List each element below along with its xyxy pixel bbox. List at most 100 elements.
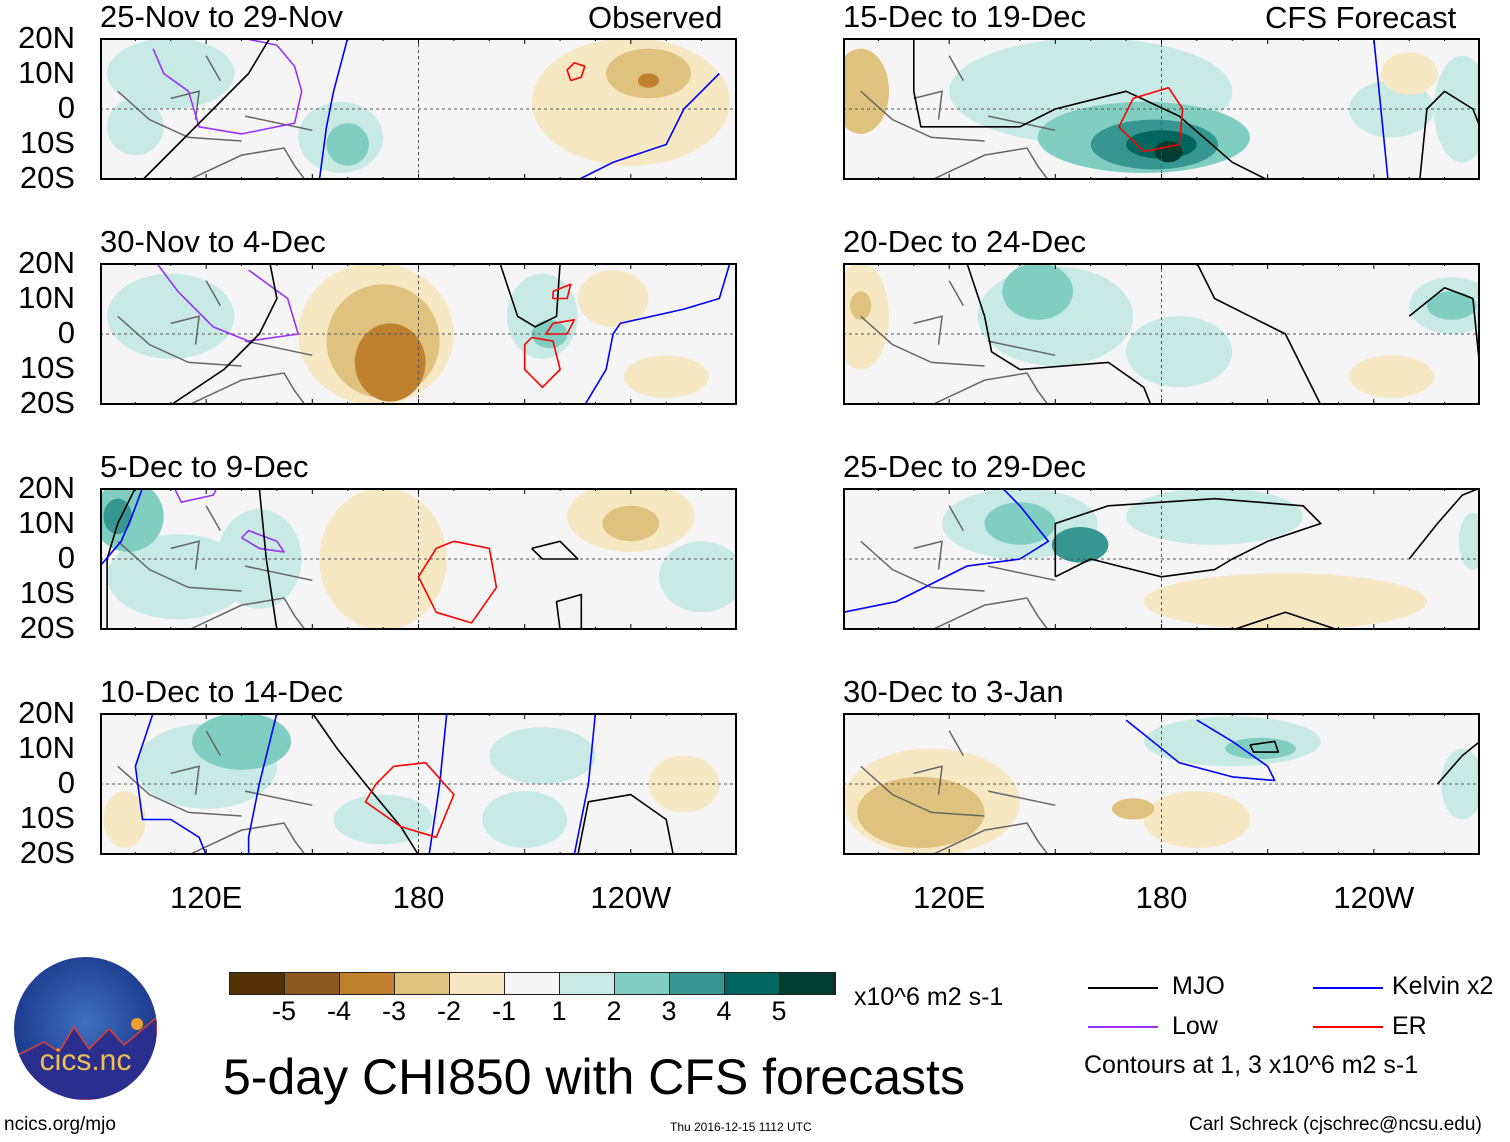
anomaly-shading [1441, 748, 1480, 820]
anomaly-shading [1426, 291, 1477, 320]
colorbar-swatch [450, 973, 505, 994]
timestamp: Thu 2016-12-15 1112 UTC [670, 1120, 812, 1134]
mjo-contour [1408, 287, 1480, 370]
anomaly-shading [1126, 488, 1304, 545]
panel-title: 30-Dec to 3-Jan [843, 674, 1064, 709]
lon-label: 180 [392, 880, 445, 915]
er-contour [523, 336, 561, 389]
er-line-swatch [1313, 1026, 1383, 1028]
kelvin-contour [318, 38, 349, 180]
colorbar-tick-label: -3 [381, 996, 407, 1026]
coastline [117, 55, 313, 180]
anomaly-shading [216, 509, 302, 609]
lon-label: 120W [590, 880, 672, 915]
anomaly-shading [1143, 573, 1427, 630]
colorbar-swatch [505, 973, 560, 994]
er-contour [1118, 86, 1184, 153]
mjo-contour [1419, 90, 1480, 180]
colorbar-tick-label: -2 [436, 996, 462, 1026]
mjo-contour [1408, 488, 1480, 560]
map-svg [843, 488, 1480, 630]
lat-label: 20S [19, 610, 75, 645]
map-frame [843, 263, 1480, 405]
figure-title: 5-day CHI850 with CFS forecasts [223, 1049, 965, 1105]
panel-title: 5-Dec to 9-Dec [100, 449, 309, 484]
lat-label: 20S [19, 385, 75, 420]
kelvin-contour [573, 713, 597, 855]
kelvin-contour [584, 263, 731, 405]
author-credit: Carl Schreck (cjschrec@ncsu.edu) [1189, 1114, 1482, 1135]
map-svg [100, 38, 737, 180]
mjo-contour [1436, 740, 1480, 785]
observed-label: Observed [588, 0, 723, 35]
kelvin-contour [1373, 38, 1389, 180]
lat-label: 10N [18, 505, 75, 540]
panel-title: 20-Dec to 24-Dec [843, 224, 1086, 259]
lat-label: 0 [57, 765, 75, 800]
colorbar-tick-label: 2 [606, 996, 622, 1026]
lat-label: 20N [18, 695, 75, 730]
map-frame [843, 713, 1480, 855]
low-contour [173, 488, 218, 503]
coastline [860, 505, 1056, 630]
anomaly-shading [637, 73, 660, 88]
mjo-contour [577, 793, 675, 855]
mjo-contour [1196, 263, 1322, 405]
map-frame [100, 713, 737, 855]
coastline [860, 280, 1056, 405]
anomaly-shading [1225, 737, 1296, 760]
map-svg [843, 713, 1480, 855]
anomaly-shading [1458, 512, 1480, 570]
kelvin-contour [1125, 719, 1276, 782]
anomaly-shading [489, 727, 596, 784]
anomaly-shading [850, 291, 872, 320]
map-panel [843, 713, 1480, 855]
colorbar-tick-label: 3 [661, 996, 677, 1026]
lon-label: 180 [1135, 880, 1188, 915]
colorbar-swatch [725, 973, 780, 994]
colorbar-tick-label: 5 [771, 996, 787, 1026]
lat-label: 10S [19, 575, 75, 610]
mjo-contour [170, 263, 278, 405]
anomaly-shading [1051, 527, 1109, 563]
anomaly-shading [577, 270, 649, 327]
colorbar-swatch [560, 973, 615, 994]
legend-mjo: MJO [1172, 972, 1225, 1000]
kelvin-contour [247, 713, 278, 855]
lat-label: 10N [18, 55, 75, 90]
lat-label: 10S [19, 350, 75, 385]
mjo-contour [106, 488, 137, 630]
anomaly-shading [843, 48, 889, 134]
map-frame [843, 38, 1480, 180]
colorbar-units: x10^6 m2 s-1 [854, 983, 1004, 1011]
low-contour [241, 529, 285, 553]
cics-logo: cics.nc [14, 957, 157, 1100]
colorbar-swatch [615, 973, 670, 994]
map-panel [100, 38, 737, 180]
colorbar-swatch [780, 973, 835, 994]
anomaly-shading [103, 791, 147, 848]
map-frame [100, 38, 737, 180]
legend-low: Low [1172, 1012, 1218, 1040]
map-svg [100, 488, 737, 630]
map-panel [100, 713, 737, 855]
anomaly-shading [984, 502, 1056, 545]
legend-er: ER [1392, 1012, 1427, 1040]
anomaly-shading [1349, 355, 1434, 398]
anomaly-shading [107, 273, 235, 359]
anomaly-shading [1380, 52, 1438, 95]
kelvin-contour [843, 488, 1050, 614]
er-contour [364, 761, 455, 839]
site-link[interactable]: ncics.org/mjo [4, 1114, 116, 1135]
lat-label: 20S [19, 160, 75, 195]
map-panel [843, 38, 1480, 180]
er-contour [552, 283, 572, 300]
kelvin-contour [100, 488, 144, 567]
lat-label: 20N [18, 20, 75, 55]
anomaly-shading [482, 791, 568, 848]
lat-label: 0 [57, 315, 75, 350]
kelvin-line-swatch [1313, 987, 1383, 989]
lat-label: 0 [57, 540, 75, 575]
lat-label: 20N [18, 245, 75, 280]
